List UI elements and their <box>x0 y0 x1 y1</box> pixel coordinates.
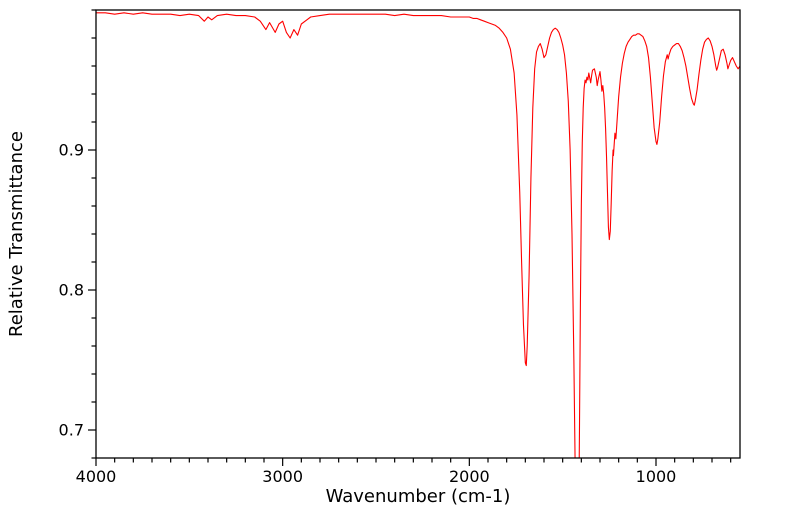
tick-labels: 4000 3000 2000 1000 0.7 0.8 0.9 <box>59 141 677 487</box>
y-axis-tick-label: 0.8 <box>59 281 84 300</box>
y-axis-tick-label: 0.9 <box>59 141 84 160</box>
minor-ticks <box>91 9 732 463</box>
x-axis-tick-label: 1000 <box>636 467 677 486</box>
plot-frame <box>95 9 741 459</box>
x-axis-label: Wavenumber (cm-1) <box>326 486 511 507</box>
x-axis-tick-label: 2000 <box>449 467 490 486</box>
y-axis-tick-label: 0.7 <box>59 421 84 440</box>
spectrum-line <box>96 12 740 458</box>
y-axis-label: Relative Transmittance <box>6 131 27 337</box>
x-axis-tick-label: 3000 <box>262 467 303 486</box>
x-axis-tick-label: 4000 <box>76 467 117 486</box>
major-ticks <box>88 149 657 466</box>
